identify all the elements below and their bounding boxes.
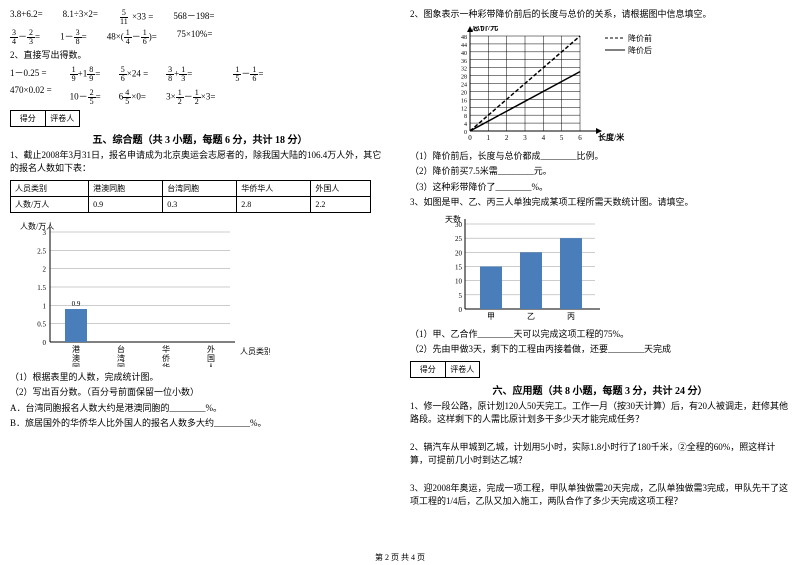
- svg-text:0.9: 0.9: [72, 300, 81, 308]
- bar-chart-3: 051015202530天数甲乙丙: [440, 214, 790, 324]
- svg-text:国: 国: [207, 354, 215, 363]
- svg-text:15: 15: [455, 263, 463, 271]
- q5-1-subA: A．台湾同胞报名人数大约是港澳同胞的________%。: [10, 402, 390, 416]
- svg-text:3: 3: [43, 229, 47, 237]
- page-footer: 第 2 页 共 4 页: [0, 552, 800, 563]
- svg-text:降价后: 降价后: [628, 45, 652, 55]
- svg-text:2: 2: [505, 134, 509, 142]
- svg-text:5: 5: [459, 291, 463, 299]
- q3-sub1: （1）甲、乙合作________天可以完成这项工程的75%。: [410, 328, 790, 342]
- svg-text:28: 28: [461, 74, 467, 80]
- math-row-1: 3.8+6.2= 8.1÷3×2= 511 ×33 = 568－198=: [10, 9, 390, 26]
- svg-text:丙: 丙: [567, 312, 575, 321]
- grader-label: 评卷人: [446, 362, 480, 377]
- expr: 8.1÷3×2=: [63, 9, 98, 26]
- q2-sub1: （1）降价前后，长度与总价都成________比例。: [410, 150, 790, 164]
- score-label: 得分: [11, 111, 46, 126]
- q5-1-subB: B．旅居国外的华侨华人比外国人的报名人数多大约________%。: [10, 417, 390, 431]
- svg-text:台: 台: [117, 344, 125, 354]
- svg-text:总价/元: 总价/元: [472, 26, 498, 32]
- svg-text:降价前: 降价前: [628, 33, 652, 43]
- svg-text:5: 5: [560, 134, 564, 142]
- line-chart: 012345604812162024283236404448总价/元长度/米降价…: [440, 26, 790, 146]
- svg-text:同: 同: [72, 363, 80, 367]
- svg-text:侨: 侨: [162, 353, 170, 363]
- svg-text:4: 4: [464, 122, 467, 128]
- q6-3: 3、迎2008年奥运，完成一项工程，甲队单独做需20天完成，乙队单独做需3完成，…: [410, 482, 790, 509]
- question-2: 2、直接写出得数。: [10, 49, 390, 63]
- svg-text:24: 24: [461, 82, 467, 88]
- score-box: 得分 评卷人: [10, 110, 80, 127]
- svg-text:0: 0: [459, 306, 463, 314]
- svg-text:人: 人: [207, 363, 215, 367]
- svg-text:0.5: 0.5: [37, 320, 46, 328]
- grader-label: 评卷人: [46, 111, 80, 126]
- expr: 511 ×33 =: [118, 9, 153, 26]
- svg-text:1.5: 1.5: [37, 284, 46, 292]
- svg-text:3: 3: [523, 134, 527, 142]
- expr: 568－198=: [173, 9, 214, 26]
- svg-text:6: 6: [578, 134, 582, 142]
- svg-text:0: 0: [468, 134, 472, 142]
- svg-text:0: 0: [464, 130, 467, 136]
- svg-text:10: 10: [455, 277, 463, 285]
- q3-sub2: （2）先由甲做3天，剩下的工程由丙接着做，还要________天完成: [410, 343, 790, 357]
- svg-text:甲: 甲: [487, 312, 495, 321]
- q5-1-sub1: （1）根据表里的人数，完成统计图。: [10, 371, 390, 385]
- math-row-2: 34－23= 1－38= 48×(14－16)= 75×10%=: [10, 29, 390, 46]
- svg-text:港: 港: [72, 344, 80, 354]
- svg-text:2: 2: [43, 265, 47, 273]
- q5-1-text: 1、截止2008年3月31日，报名申请成为北京奥运会志愿者的，除我国大陆的106…: [10, 149, 390, 176]
- svg-text:48: 48: [461, 35, 467, 41]
- score-label: 得分: [411, 362, 446, 377]
- svg-text:外: 外: [207, 344, 215, 354]
- svg-text:36: 36: [461, 58, 467, 64]
- section-6-title: 六、应用题（共 8 小题，每题 3 分，共计 24 分）: [410, 382, 790, 397]
- svg-text:长度/米: 长度/米: [598, 132, 625, 142]
- q6-2: 2、辆汽车从甲城到乙城，计划用5小时，实际1.8小时行了180千米，②全程的60…: [410, 441, 790, 468]
- q5-1-sub2: （2）写出百分数。（百分号前面保留一位小数）: [10, 386, 390, 400]
- section-5-title: 五、综合题（共 3 小题，每题 6 分，共计 18 分）: [10, 131, 390, 146]
- svg-text:华: 华: [162, 362, 170, 367]
- svg-text:人员类别: 人员类别: [240, 346, 270, 356]
- svg-text:人数/万人: 人数/万人: [20, 221, 54, 231]
- svg-text:1: 1: [43, 302, 47, 310]
- svg-text:8: 8: [464, 114, 467, 120]
- math-row-3: 1－0.25 = 470×0.02 = 19+189= 10－25= 56×24…: [10, 66, 390, 106]
- q2-sub3: （3）这种彩带降价了________%。: [410, 181, 790, 195]
- bar-chart-1: 人数/万人00.511.522.530.9港澳同胞台湾同胞华侨华人外国人人员类别: [10, 217, 390, 367]
- svg-text:1: 1: [487, 134, 491, 142]
- svg-text:16: 16: [461, 98, 467, 104]
- svg-text:32: 32: [461, 66, 467, 72]
- svg-text:同: 同: [117, 363, 125, 367]
- q3-text: 3、如图是甲、乙、丙三人单独完成某项工程所需天数统计图。请填空。: [410, 196, 790, 210]
- svg-text:25: 25: [455, 235, 463, 243]
- expr: 3.8+6.2=: [10, 9, 43, 26]
- score-box-2: 得分 评卷人: [410, 361, 480, 378]
- svg-text:20: 20: [455, 249, 463, 257]
- svg-text:2.5: 2.5: [37, 247, 46, 255]
- q6-1: 1、修一段公路，原计划120人50天完工。工作一月（按30天计算）后，有20人被…: [410, 400, 790, 427]
- svg-text:澳: 澳: [72, 353, 80, 363]
- svg-text:40: 40: [461, 50, 467, 56]
- svg-text:12: 12: [461, 106, 467, 112]
- svg-text:华: 华: [162, 344, 170, 354]
- svg-text:湾: 湾: [117, 353, 125, 363]
- svg-text:44: 44: [461, 42, 467, 48]
- q2-text: 2、图象表示一种彩带降价前后的长度与总价的关系，请根据图中信息填空。: [410, 8, 790, 22]
- svg-text:0: 0: [43, 339, 47, 347]
- applicant-table: 人员类别港澳同胞台湾同胞华侨华人外国人 人数/万人0.90.32.82.2: [10, 180, 371, 213]
- svg-text:20: 20: [461, 90, 467, 96]
- svg-text:乙: 乙: [527, 312, 535, 321]
- svg-text:4: 4: [542, 134, 546, 142]
- q2-sub2: （2）降价前买7.5米需________元。: [410, 165, 790, 179]
- svg-text:天数: 天数: [445, 214, 461, 224]
